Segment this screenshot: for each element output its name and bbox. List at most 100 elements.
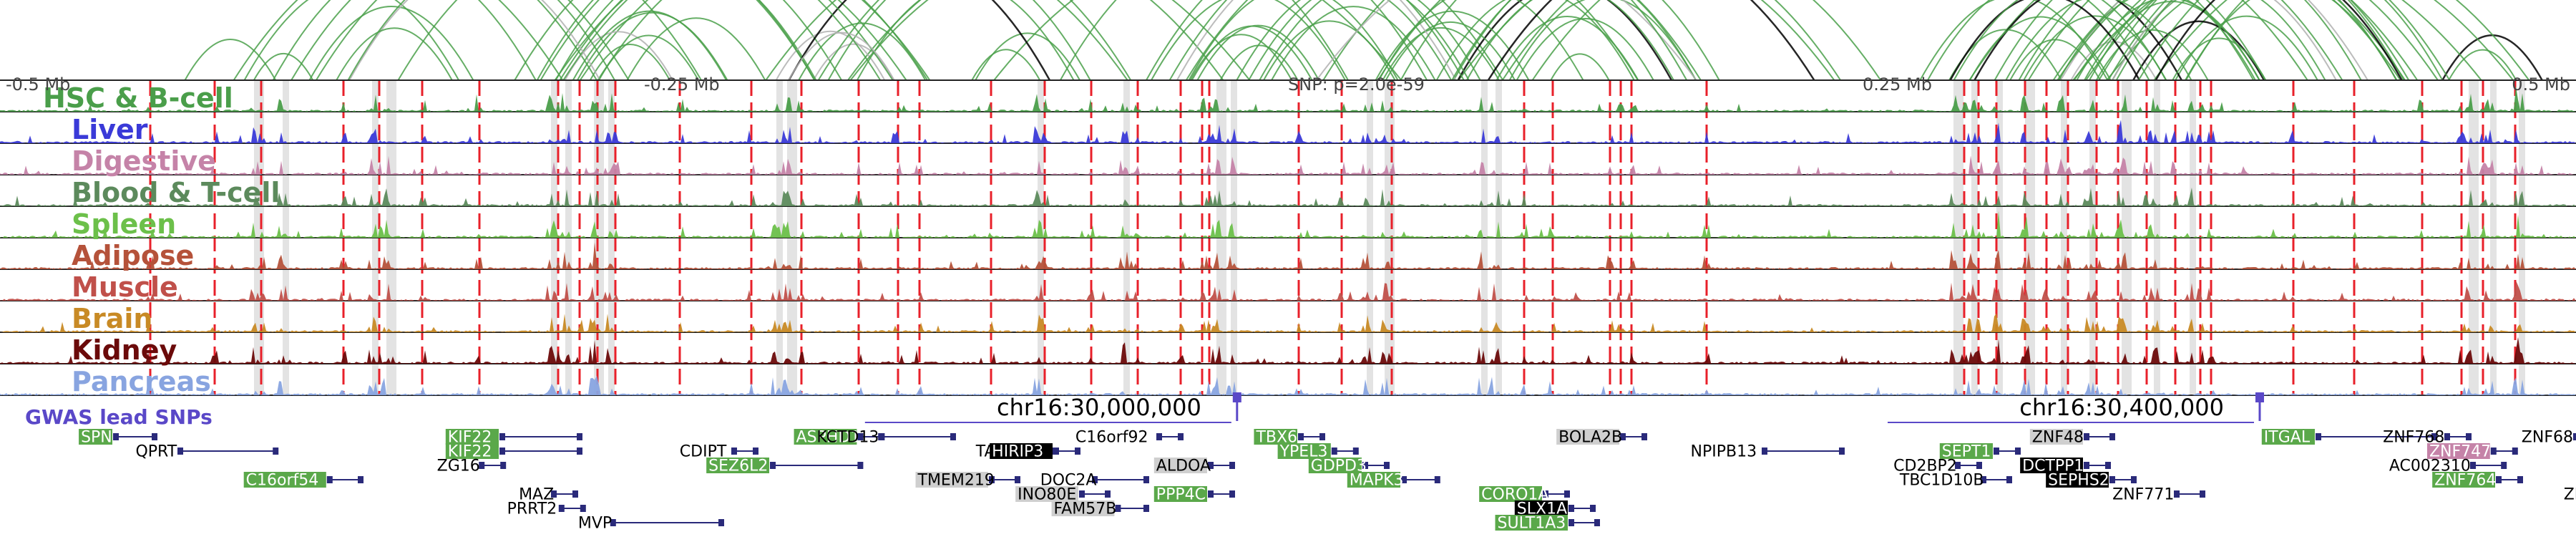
- gene-label-box: [1939, 443, 1993, 459]
- chromatin-loop-arc: [253, 52, 314, 81]
- gene-exon: [1229, 490, 1235, 498]
- chromatin-loop-arc: [2073, 0, 2419, 81]
- chromatin-loop-arc: [308, 5, 474, 81]
- gene-exon: [1434, 476, 1440, 483]
- gene-name: KCTD13: [816, 429, 879, 447]
- gene-exon: [1053, 448, 1059, 455]
- chromatin-loop-arc: [1196, 24, 1319, 81]
- gene-label-box: [2261, 429, 2315, 445]
- chromatin-loop-arc: [1377, 0, 1702, 81]
- chromatin-loop-arc: [2155, 0, 2403, 81]
- gene-name: HIRIP3: [992, 443, 1043, 461]
- chromatin-loop-arc: [1219, 44, 1299, 81]
- gene-label-box: [2426, 443, 2490, 459]
- gene-exon: [2470, 462, 2476, 469]
- gene-label-box: [915, 472, 988, 488]
- track-label: Kidney: [72, 334, 177, 366]
- chromatin-loop-arc: [316, 0, 630, 81]
- gene-exon: [2316, 433, 2321, 440]
- gene-exon: [1352, 448, 1359, 455]
- gene-exon: [1319, 433, 1325, 440]
- gene-label-box: [1015, 486, 1078, 502]
- chromatin-loop-arc: [1435, 0, 1635, 81]
- gene-exon: [2496, 476, 2502, 483]
- gene-exon: [770, 462, 776, 469]
- chromatin-loop-arc: [1169, 0, 1465, 81]
- chromatin-loop-arc: [2115, 0, 2405, 81]
- gene-exon: [1298, 433, 1304, 440]
- gene-exon: [1839, 448, 1845, 455]
- gene-exon: [1564, 490, 1570, 498]
- gene-label-box: [2020, 458, 2083, 473]
- gene-label-box: [1308, 458, 1362, 473]
- chromatin-loop-arc: [514, 0, 816, 81]
- track-signal: [0, 188, 2576, 206]
- gene-exon: [1105, 490, 1111, 498]
- chromatin-loop-arc: [184, 39, 276, 81]
- gene-exon: [1543, 490, 1548, 498]
- chromatin-loop-arc: [2098, 0, 2398, 81]
- gene-label-box: [79, 429, 112, 445]
- gwas-snp-marker: [1232, 392, 1241, 402]
- gene-exon: [1384, 462, 1390, 469]
- track-label: Liver: [72, 114, 148, 145]
- gene-exon: [499, 448, 505, 455]
- gene-name: ZNF68: [2522, 429, 2573, 447]
- chromatin-loop-arc: [2106, 0, 2514, 81]
- gene-exon: [2444, 433, 2450, 440]
- chromatin-loop-arc: [1949, 0, 2141, 81]
- gene-name: PRRT2: [507, 500, 557, 518]
- gene-name: MVP: [578, 515, 612, 533]
- gwas-lead-snps: GWAS lead SNPs chr16:30,000,000 chr16:30,4…: [25, 392, 2264, 429]
- gene-exon: [326, 476, 333, 483]
- chromatin-loop-arc: [1927, 0, 2150, 81]
- chromatin-loop-arc: [2070, 41, 2157, 81]
- chromatin-loop-arc: [2085, 0, 2439, 81]
- gene-name: NPIPB13: [1691, 443, 1757, 461]
- gene-label-box: [1556, 429, 1619, 445]
- gene-exon: [1015, 476, 1020, 483]
- chromatin-loop-arc: [1176, 0, 1457, 81]
- gene-label-box: [1479, 486, 1542, 502]
- track-label: Spleen: [72, 208, 176, 240]
- chromatin-loop-arc: [2084, 1, 2260, 81]
- gene-exon: [2431, 433, 2437, 440]
- gene-name: ZNF764: [2434, 472, 2496, 490]
- gene-exon: [1620, 433, 1626, 440]
- track-label: Adipose: [72, 240, 194, 271]
- chromatin-loop-arc: [1248, 0, 1470, 81]
- gene-name: ZNF747: [2429, 443, 2491, 461]
- axis-tick-label: -0.5 Mb: [6, 74, 70, 95]
- gene-exon: [1981, 476, 1986, 483]
- chromatin-loop-arc: [589, 43, 670, 81]
- gene-exon: [753, 448, 758, 455]
- chromatin-loop-arc: [775, 30, 886, 81]
- axis-tick-label: 0.5 Mb: [2512, 74, 2570, 95]
- chromatin-loop-arc: [1185, 0, 1504, 81]
- chromatin-loop-arc: [993, 0, 1402, 81]
- gene-exon: [1156, 433, 1162, 440]
- chromatin-loop-arc: [1919, 0, 2109, 81]
- chromatin-loop-arc: [1316, 0, 1697, 81]
- gene-exon: [580, 505, 586, 512]
- chromatin-loop-arc: [2018, 0, 2266, 81]
- gene-label-box: [706, 458, 769, 473]
- gene-name: TBC1D10B: [1899, 472, 1984, 490]
- gene-exon: [2512, 448, 2518, 455]
- gene-label-box: [445, 429, 499, 445]
- chromatin-loop-arc: [1059, 0, 1349, 81]
- gene-exon: [273, 448, 279, 455]
- gene-exon: [1079, 490, 1085, 498]
- chromatin-loop-arc: [272, 0, 537, 81]
- gwas-label: GWAS lead SNPs: [25, 405, 213, 429]
- gene-exon: [2131, 476, 2137, 483]
- gene-exon: [2501, 462, 2507, 469]
- gene-exon: [2109, 433, 2115, 440]
- chromatin-loop-arc: [1974, 0, 2182, 81]
- gene-label-box: [2432, 472, 2495, 488]
- gene-exon: [1092, 476, 1098, 483]
- gene-exon: [572, 490, 578, 498]
- chromatin-loop-arc: [1375, 10, 1530, 81]
- gwas-locus-label: chr16:30,400,000: [2019, 394, 2224, 421]
- chromatin-loop-arc: [562, 0, 894, 81]
